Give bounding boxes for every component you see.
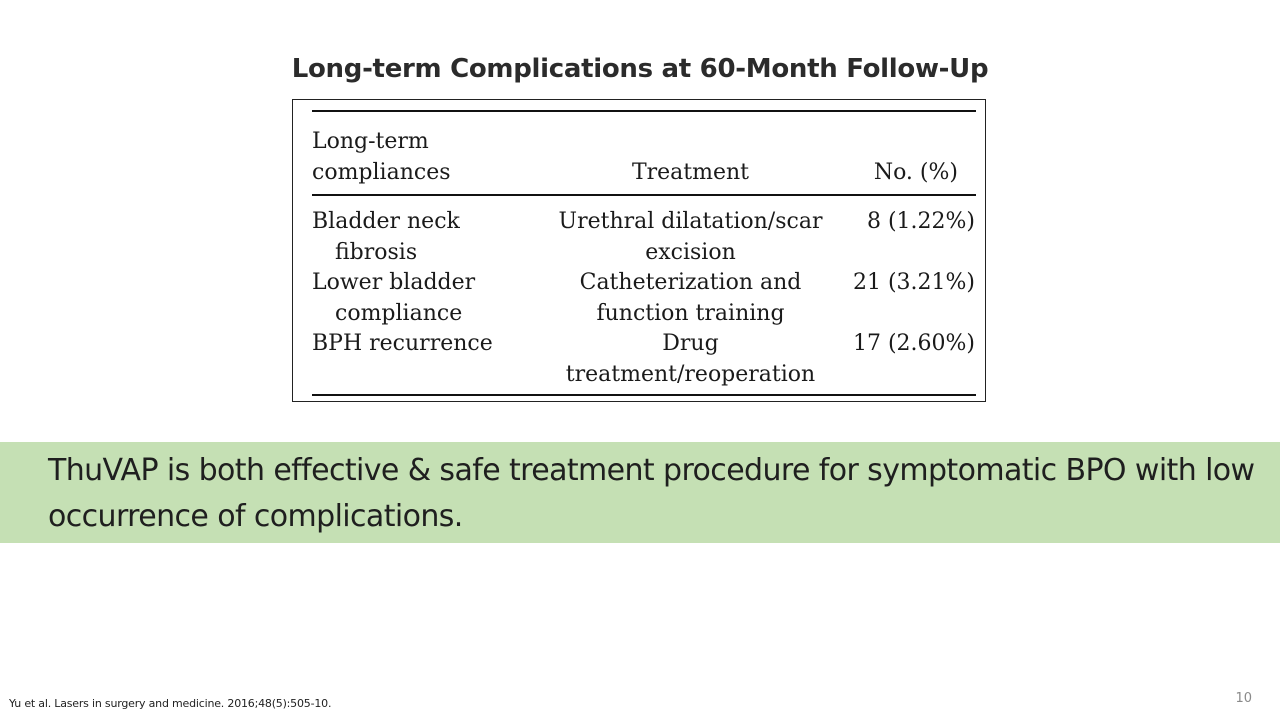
slide-title: Long-term Complications at 60-Month Foll… [291,54,989,84]
conclusion-band [0,442,1280,543]
treatment-line2: treatment/reoperation [565,362,816,387]
conclusion-text: ThuVAP is both effective & safe treatmen… [48,453,1255,534]
treatment-line2: function training [596,301,785,326]
table-top-rule [312,110,976,112]
table-bottom-rule [312,394,976,396]
treatment-line2: excision [645,240,736,265]
complication-line1: BPH recurrence [312,331,493,356]
table-header-rule [312,194,976,196]
complication-line2: fibrosis [335,240,418,265]
header-complication-line1: Long-term [312,129,429,154]
header-count: No. (%) [873,160,958,185]
treatment-line1: Catheterization and [579,270,802,295]
complications-table: Long-term compliances Treatment No. (%) … [292,99,986,402]
table-row-2-complication: Lower bladder compliance [312,267,542,329]
table-row-1-count: 8 (1.22%) [866,209,975,234]
complication-line1: Lower bladder [312,270,476,295]
header-treatment: Treatment [631,160,750,185]
header-complication-line2: compliances [312,160,451,185]
table-row-3-count: 17 (2.60%) [852,331,975,356]
citation: Yu et al. Lasers in surgery and medicine… [9,697,332,710]
complication-line2: compliance [335,301,463,326]
treatment-line1: Urethral dilatation/scar [558,209,823,234]
table-row-1-treatment: Urethral dilatation/scar excision [548,206,833,268]
table-row-1-complication: Bladder neck fibrosis [312,206,542,268]
table-row-3-treatment: Drug treatment/reoperation [548,328,833,390]
page-number: 10 [1235,691,1252,706]
table-row-3-complication: BPH recurrence [312,328,542,359]
table-row-2-treatment: Catheterization and function training [548,267,833,329]
treatment-line1: Drug [662,331,719,356]
table-row-2-count: 21 (3.21%) [852,270,975,295]
complication-line1: Bladder neck [312,209,460,234]
